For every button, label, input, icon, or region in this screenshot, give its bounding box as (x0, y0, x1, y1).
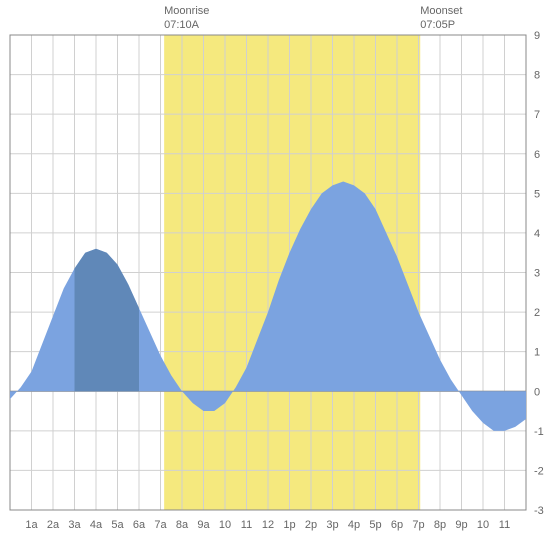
x-tick-label: 5a (111, 519, 124, 531)
x-tick-label: 4a (90, 519, 103, 531)
y-tick-label: 7 (534, 109, 540, 121)
y-tick-label: 3 (534, 268, 540, 280)
y-tick-label: 0 (534, 386, 540, 398)
y-tick-label: 8 (534, 70, 540, 82)
moonrise-label: Moonrise (164, 5, 209, 17)
tide-chart: -3-2-101234567891a2a3a4a5a6a7a8a9a101112… (0, 0, 550, 550)
x-tick-label: 3a (68, 519, 81, 531)
x-tick-label: 8p (434, 519, 446, 531)
y-tick-label: 1 (534, 347, 540, 359)
y-tick-label: 4 (534, 228, 540, 240)
x-tick-label: 10 (219, 519, 231, 531)
y-tick-label: -1 (534, 426, 544, 438)
y-tick-label: -2 (534, 465, 544, 477)
x-tick-label: 9a (197, 519, 210, 531)
x-tick-label: 6a (133, 519, 146, 531)
x-tick-label: 1p (283, 519, 295, 531)
x-tick-label: 7a (154, 519, 167, 531)
tide-area-back (75, 249, 140, 392)
x-tick-label: 7p (412, 519, 424, 531)
y-tick-label: 2 (534, 307, 540, 319)
x-tick-label: 5p (369, 519, 381, 531)
y-tick-label: 6 (534, 149, 540, 161)
x-tick-label: 1a (25, 519, 38, 531)
x-tick-label: 10 (477, 519, 489, 531)
x-tick-label: 6p (391, 519, 403, 531)
x-tick-label: 3p (326, 519, 338, 531)
x-tick-label: 2a (47, 519, 60, 531)
x-tick-label: 4p (348, 519, 360, 531)
x-tick-label: 9p (455, 519, 467, 531)
moonrise-time: 07:10A (164, 19, 200, 31)
x-tick-label: 11 (241, 519, 252, 531)
y-tick-label: 5 (534, 188, 540, 200)
moonset-label: Moonset (420, 5, 462, 17)
y-tick-label: -3 (534, 505, 544, 517)
y-tick-label: 9 (534, 30, 540, 42)
x-tick-label: 11 (499, 519, 510, 531)
x-tick-label: 8a (176, 519, 189, 531)
chart-svg: -3-2-101234567891a2a3a4a5a6a7a8a9a101112… (0, 0, 550, 550)
moonset-time: 07:05P (420, 19, 455, 31)
x-tick-label: 2p (305, 519, 317, 531)
x-tick-label: 12 (262, 519, 274, 531)
